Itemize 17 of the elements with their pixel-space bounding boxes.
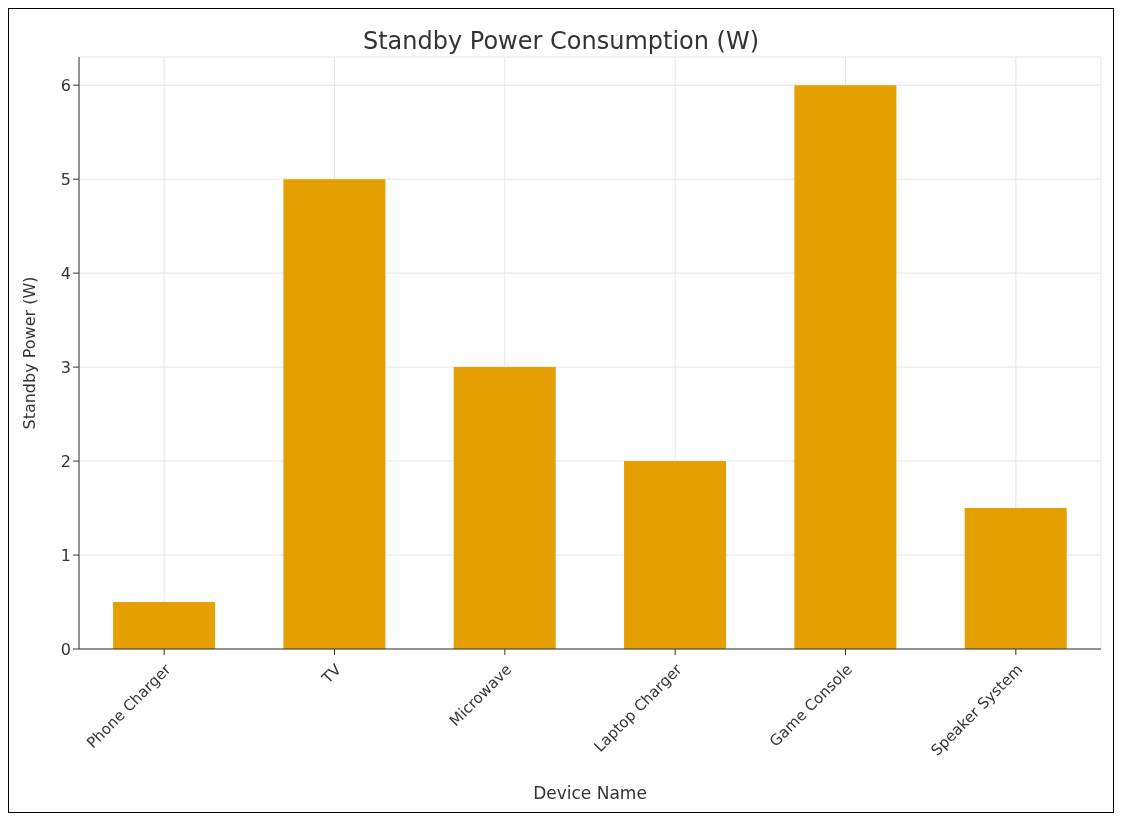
bar <box>113 602 216 649</box>
x-axis-title: Device Name <box>533 783 647 803</box>
bar <box>453 367 556 649</box>
chart-title: Standby Power Consumption (W) <box>361 27 761 55</box>
y-tick-label: 5 <box>60 169 71 189</box>
bar <box>283 179 386 649</box>
y-tick-label: 1 <box>60 545 71 565</box>
y-tick-label: 0 <box>60 639 71 659</box>
bar <box>794 85 897 649</box>
y-axis-title: Standby Power (W) <box>19 276 39 430</box>
y-tick-label: 2 <box>60 451 71 471</box>
x-tick-label: TV <box>317 660 346 688</box>
bar <box>964 508 1067 649</box>
y-tick-label: 3 <box>60 357 71 377</box>
y-tick-label: 4 <box>60 263 71 283</box>
y-tick-label: 6 <box>60 75 71 95</box>
bar <box>624 461 727 649</box>
